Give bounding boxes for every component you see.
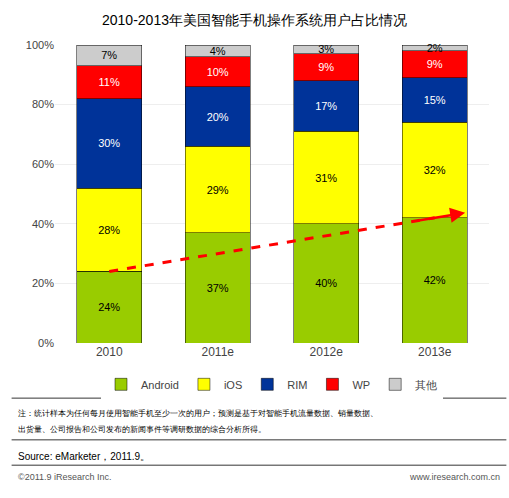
svg-text:100%: 100% bbox=[26, 39, 54, 51]
svg-text:37%: 37% bbox=[207, 282, 229, 294]
svg-text:15%: 15% bbox=[424, 94, 446, 106]
svg-text:iOS: iOS bbox=[224, 379, 242, 391]
svg-text:0%: 0% bbox=[38, 337, 54, 349]
svg-text:2011e: 2011e bbox=[202, 345, 235, 359]
svg-text:28%: 28% bbox=[98, 224, 120, 236]
svg-text:2013e: 2013e bbox=[418, 345, 452, 359]
svg-text:80%: 80% bbox=[32, 98, 54, 110]
svg-text:2%: 2% bbox=[427, 42, 443, 54]
svg-text:20%: 20% bbox=[32, 277, 54, 289]
svg-text:Source: eMarketer，2011.9。: Source: eMarketer，2011.9。 bbox=[18, 451, 150, 462]
svg-text:2010: 2010 bbox=[96, 345, 123, 359]
svg-text:4%: 4% bbox=[210, 45, 226, 57]
svg-text:9%: 9% bbox=[318, 61, 334, 73]
svg-text:20%: 20% bbox=[207, 111, 229, 123]
svg-text:9%: 9% bbox=[427, 58, 443, 70]
svg-text:2010-2013年美国智能手机操作系统用户占比情况: 2010-2013年美国智能手机操作系统用户占比情况 bbox=[102, 12, 407, 28]
svg-text:出货量、公司报告和公司发布的新闻事件等调研数据的综合分析所得: 出货量、公司报告和公司发布的新闻事件等调研数据的综合分析所得。 bbox=[18, 425, 266, 434]
svg-text:©2011.9 iResearch Inc.: ©2011.9 iResearch Inc. bbox=[18, 472, 112, 482]
svg-text:www.iresearch.com.cn: www.iresearch.com.cn bbox=[409, 472, 500, 482]
svg-text:7%: 7% bbox=[101, 49, 117, 61]
svg-text:32%: 32% bbox=[424, 164, 446, 176]
svg-text:24%: 24% bbox=[98, 301, 120, 313]
svg-text:RIM: RIM bbox=[287, 379, 307, 391]
svg-text:40%: 40% bbox=[32, 218, 54, 230]
svg-text:30%: 30% bbox=[98, 137, 120, 149]
svg-text:60%: 60% bbox=[32, 158, 54, 170]
svg-text:2012e: 2012e bbox=[310, 345, 344, 359]
svg-text:42%: 42% bbox=[424, 274, 446, 286]
svg-text:11%: 11% bbox=[99, 76, 120, 88]
svg-text:注：统计样本为任何每月使用智能手机至少一次的用户；预测是基于: 注：统计样本为任何每月使用智能手机至少一次的用户；预测是基于对智能手机流量数据、… bbox=[18, 409, 378, 418]
svg-text:Android: Android bbox=[141, 379, 179, 391]
svg-text:31%: 31% bbox=[315, 172, 337, 184]
svg-text:其他: 其他 bbox=[415, 379, 437, 391]
svg-text:WP: WP bbox=[352, 379, 370, 391]
svg-text:29%: 29% bbox=[207, 184, 229, 196]
svg-text:3%: 3% bbox=[318, 43, 334, 55]
svg-text:10%: 10% bbox=[207, 66, 229, 78]
svg-text:17%: 17% bbox=[315, 100, 337, 112]
svg-text:40%: 40% bbox=[315, 277, 337, 289]
